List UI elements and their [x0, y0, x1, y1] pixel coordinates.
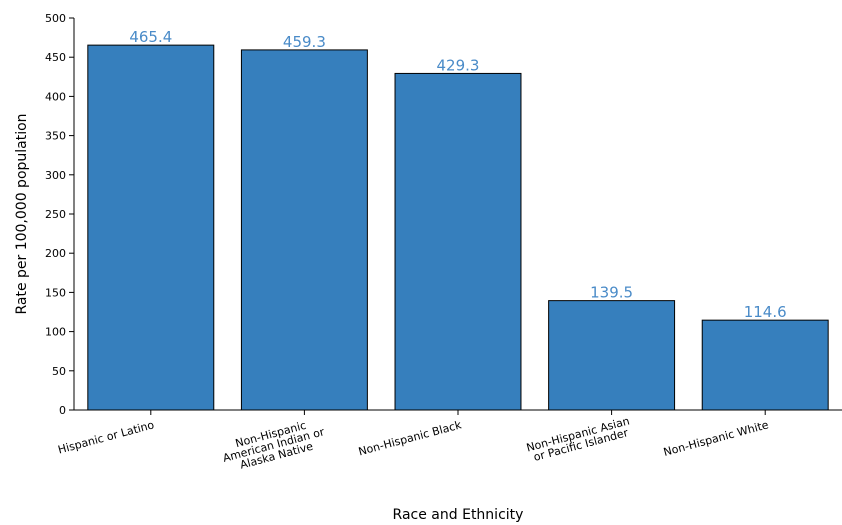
x-tick-label-line: Non-Hispanic White — [662, 418, 770, 459]
bar — [87, 44, 215, 411]
bar — [548, 300, 676, 411]
value-label: 114.6 — [744, 303, 787, 321]
x-tick-label: Non-Hispanic Black — [357, 418, 463, 458]
x-tick-label: Non-Hispanic White — [662, 418, 770, 459]
bar — [701, 319, 829, 411]
y-axis-title: Rate per 100,000 population — [14, 113, 30, 314]
y-tick-label: 0 — [59, 404, 66, 417]
y-tick-label: 450 — [45, 51, 66, 64]
value-label: 429.3 — [437, 56, 480, 74]
x-tick-label: Non-Hispanic Asianor Pacific Islander — [525, 414, 634, 465]
y-tick-label: 300 — [45, 169, 66, 182]
x-tick-label-line: Non-Hispanic Black — [357, 418, 463, 458]
x-tick-label: Hispanic or Latino — [57, 418, 156, 456]
y-tick-label: 150 — [45, 286, 66, 299]
y-tick-label: 400 — [45, 90, 66, 103]
bar — [394, 72, 522, 411]
x-axis-title: Race and Ethnicity — [393, 507, 524, 523]
y-tick-label: 100 — [45, 326, 66, 339]
value-label: 139.5 — [590, 284, 633, 302]
y-tick-label: 50 — [52, 365, 66, 378]
bar — [240, 49, 368, 411]
x-tick-label-line: Hispanic or Latino — [57, 418, 156, 456]
y-tick-label: 200 — [45, 247, 66, 260]
value-label: 465.4 — [129, 28, 172, 46]
y-tick-label: 350 — [45, 130, 66, 143]
y-tick-label: 250 — [45, 208, 66, 221]
y-tick-label: 500 — [45, 12, 66, 25]
x-tick-label: Non-HispanicAmerican Indian orAlaska Nat… — [219, 415, 330, 476]
value-label: 459.3 — [283, 33, 326, 51]
